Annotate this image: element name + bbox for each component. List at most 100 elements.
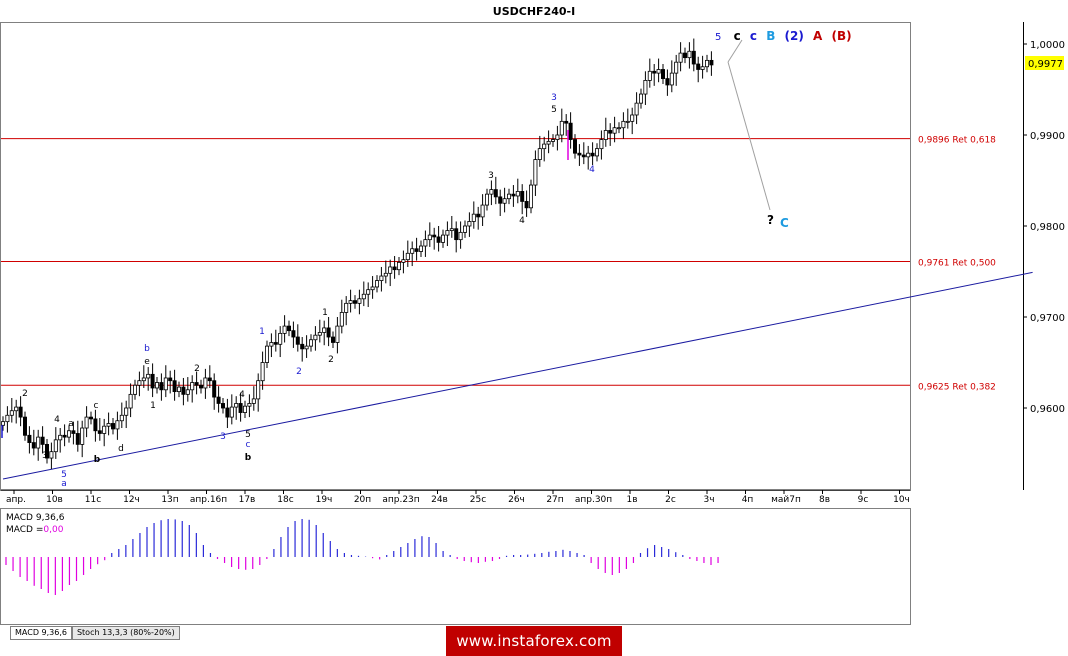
price-candle — [445, 221, 450, 247]
price-candle — [251, 386, 256, 411]
x-tick-label: 17в — [239, 495, 256, 505]
price-candle — [506, 188, 511, 205]
price-candle — [555, 125, 560, 151]
price-candle — [185, 377, 190, 402]
projection-line-down — [727, 61, 771, 211]
price-candle — [295, 324, 300, 352]
price-candle — [511, 185, 516, 207]
price-candle — [291, 321, 296, 348]
price-candle — [388, 259, 393, 287]
price-candle — [40, 426, 45, 454]
wave-label: 2 — [328, 355, 334, 365]
candle-body — [423, 239, 428, 247]
x-tick-label: 12ч — [123, 495, 140, 505]
wave-label-top-B-paren: (B) — [832, 29, 852, 43]
candle-body — [128, 393, 133, 409]
candle-body — [348, 300, 353, 304]
wave-label: 1 — [322, 308, 328, 318]
candle-body — [603, 130, 608, 140]
candle-body — [630, 114, 635, 122]
candle-body — [106, 423, 111, 427]
macd-legend-name: MACD 9,36,6 — [6, 513, 65, 523]
brand-banner[interactable]: www.instaforex.com — [446, 626, 622, 656]
price-candle — [489, 180, 494, 206]
price-candle — [71, 421, 76, 445]
candle-body — [5, 414, 10, 423]
price-candle — [31, 429, 36, 456]
price-candle — [300, 337, 305, 362]
tab-stoch[interactable]: Stoch 13,3,3 (80%-20%) — [71, 626, 180, 640]
price-candle — [0, 416, 6, 431]
candle-body — [542, 143, 547, 150]
price-candle — [568, 112, 573, 149]
candle-body — [436, 236, 441, 243]
tab-macd[interactable]: MACD 9,36,6 — [10, 626, 72, 640]
candle-body — [379, 275, 384, 281]
candle-body — [599, 139, 604, 150]
main-chart-frame — [0, 22, 911, 491]
candle-body — [49, 451, 54, 459]
price-candle — [573, 134, 578, 159]
candle-body — [260, 362, 265, 382]
wave-label: a — [68, 419, 74, 429]
candle-body — [75, 433, 80, 445]
candle-body — [168, 377, 173, 382]
price-candle — [22, 411, 27, 441]
price-candle — [462, 220, 467, 238]
price-candle — [396, 256, 401, 276]
candle-body — [190, 382, 195, 391]
wave-label: 2 — [22, 389, 28, 399]
candle-body — [53, 439, 58, 453]
candle-body — [564, 120, 569, 124]
price-candle — [484, 188, 489, 211]
candle-body — [9, 410, 14, 416]
candle-body — [467, 221, 472, 227]
candle-body — [388, 266, 393, 274]
candle-body — [159, 382, 164, 391]
projection-line-up — [727, 39, 743, 63]
candle-body — [383, 272, 388, 277]
candle-body — [330, 336, 335, 343]
price-candle — [106, 412, 111, 436]
y-tick-label: 0,9900 — [1030, 131, 1065, 142]
price-candle — [49, 442, 54, 469]
candle-body — [45, 443, 50, 459]
wave-label: a — [61, 479, 67, 489]
price-candle — [247, 394, 252, 418]
price-candle — [656, 58, 661, 83]
wave-label: c — [246, 440, 251, 450]
price-candle — [621, 112, 626, 139]
wave-label: 3 — [42, 451, 48, 461]
x-tick-label: 18с — [277, 495, 293, 505]
x-tick-label: 4п — [742, 495, 754, 505]
wave-label: c — [94, 401, 99, 411]
candle-body — [71, 430, 76, 434]
wave-label: 4 — [589, 165, 595, 175]
price-candle — [282, 315, 287, 343]
candle-body — [141, 377, 146, 382]
price-candle — [168, 370, 173, 394]
candle-body — [14, 406, 19, 412]
price-candle — [181, 377, 186, 406]
candle-body — [264, 345, 269, 363]
candle-body — [643, 80, 648, 95]
wave-label-top-c-blue: c — [750, 29, 757, 43]
price-candle — [141, 365, 146, 388]
wave-label: 4 — [54, 415, 60, 425]
x-tick-label: 24в — [431, 495, 448, 505]
price-candle — [630, 107, 635, 135]
candle-body — [357, 298, 362, 304]
price-candle — [238, 392, 243, 422]
price-candle — [564, 114, 569, 136]
price-candle — [691, 38, 696, 72]
price-candle — [379, 266, 384, 292]
price-candle — [458, 221, 463, 249]
price-candle — [669, 60, 674, 93]
price-candle — [678, 42, 683, 72]
y-tick-label: 1,0000 — [1030, 40, 1065, 51]
candle-body — [621, 120, 626, 129]
candle-body — [617, 127, 622, 130]
candle-body — [581, 154, 586, 158]
x-tick-label: 25с — [470, 495, 486, 505]
price-candle — [273, 329, 278, 352]
